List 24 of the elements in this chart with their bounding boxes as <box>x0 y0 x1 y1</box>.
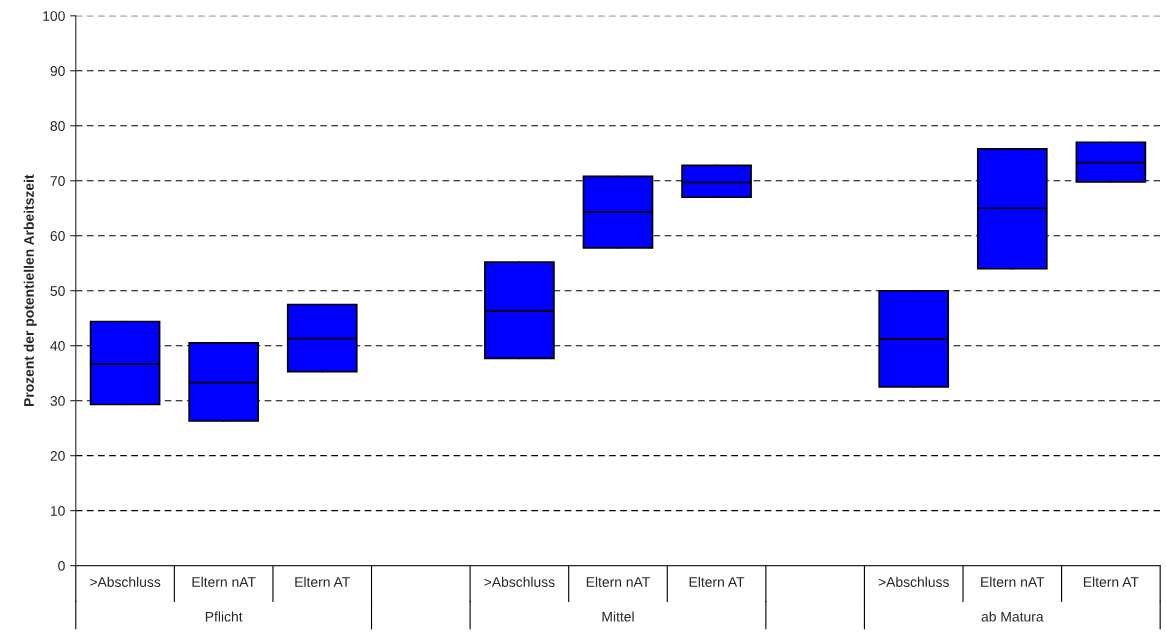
x-tick-label: Eltern AT <box>689 576 745 587</box>
x-tick-label: Eltern nAT <box>192 576 256 587</box>
x-tick-label: >Abschluss <box>484 576 555 587</box>
y-tick-label: 0 <box>58 560 65 571</box>
y-tick-label: 90 <box>50 66 65 76</box>
x-tick-label: Eltern AT <box>1083 576 1139 587</box>
x-tick-label: Eltern AT <box>295 576 350 587</box>
text: ab Matura <box>981 611 1044 622</box>
y-tick-label: 60 <box>50 231 65 241</box>
y-tick-label: 50 <box>50 286 65 296</box>
text: Mittel <box>602 611 634 622</box>
text: Pflicht <box>205 611 243 622</box>
y-axis-title: Prozent der potentiellen Arbeitszeit <box>23 174 37 407</box>
x-tick-label: >Abschluss <box>90 576 161 587</box>
y-tick-label: 30 <box>50 396 65 406</box>
y-tick-label: 40 <box>50 341 65 351</box>
y-tick-label: 100 <box>43 11 65 21</box>
y-tick-label: 20 <box>50 451 65 461</box>
x-tick-label: Eltern nAT <box>586 576 650 587</box>
y-tick-label: 70 <box>50 176 65 186</box>
y-tick-label: 80 <box>50 121 65 131</box>
y-tick-label: 10 <box>50 505 65 516</box>
x-tick-label: Eltern nAT <box>981 576 1045 587</box>
x-tick-label: >Abschluss <box>878 576 949 587</box>
